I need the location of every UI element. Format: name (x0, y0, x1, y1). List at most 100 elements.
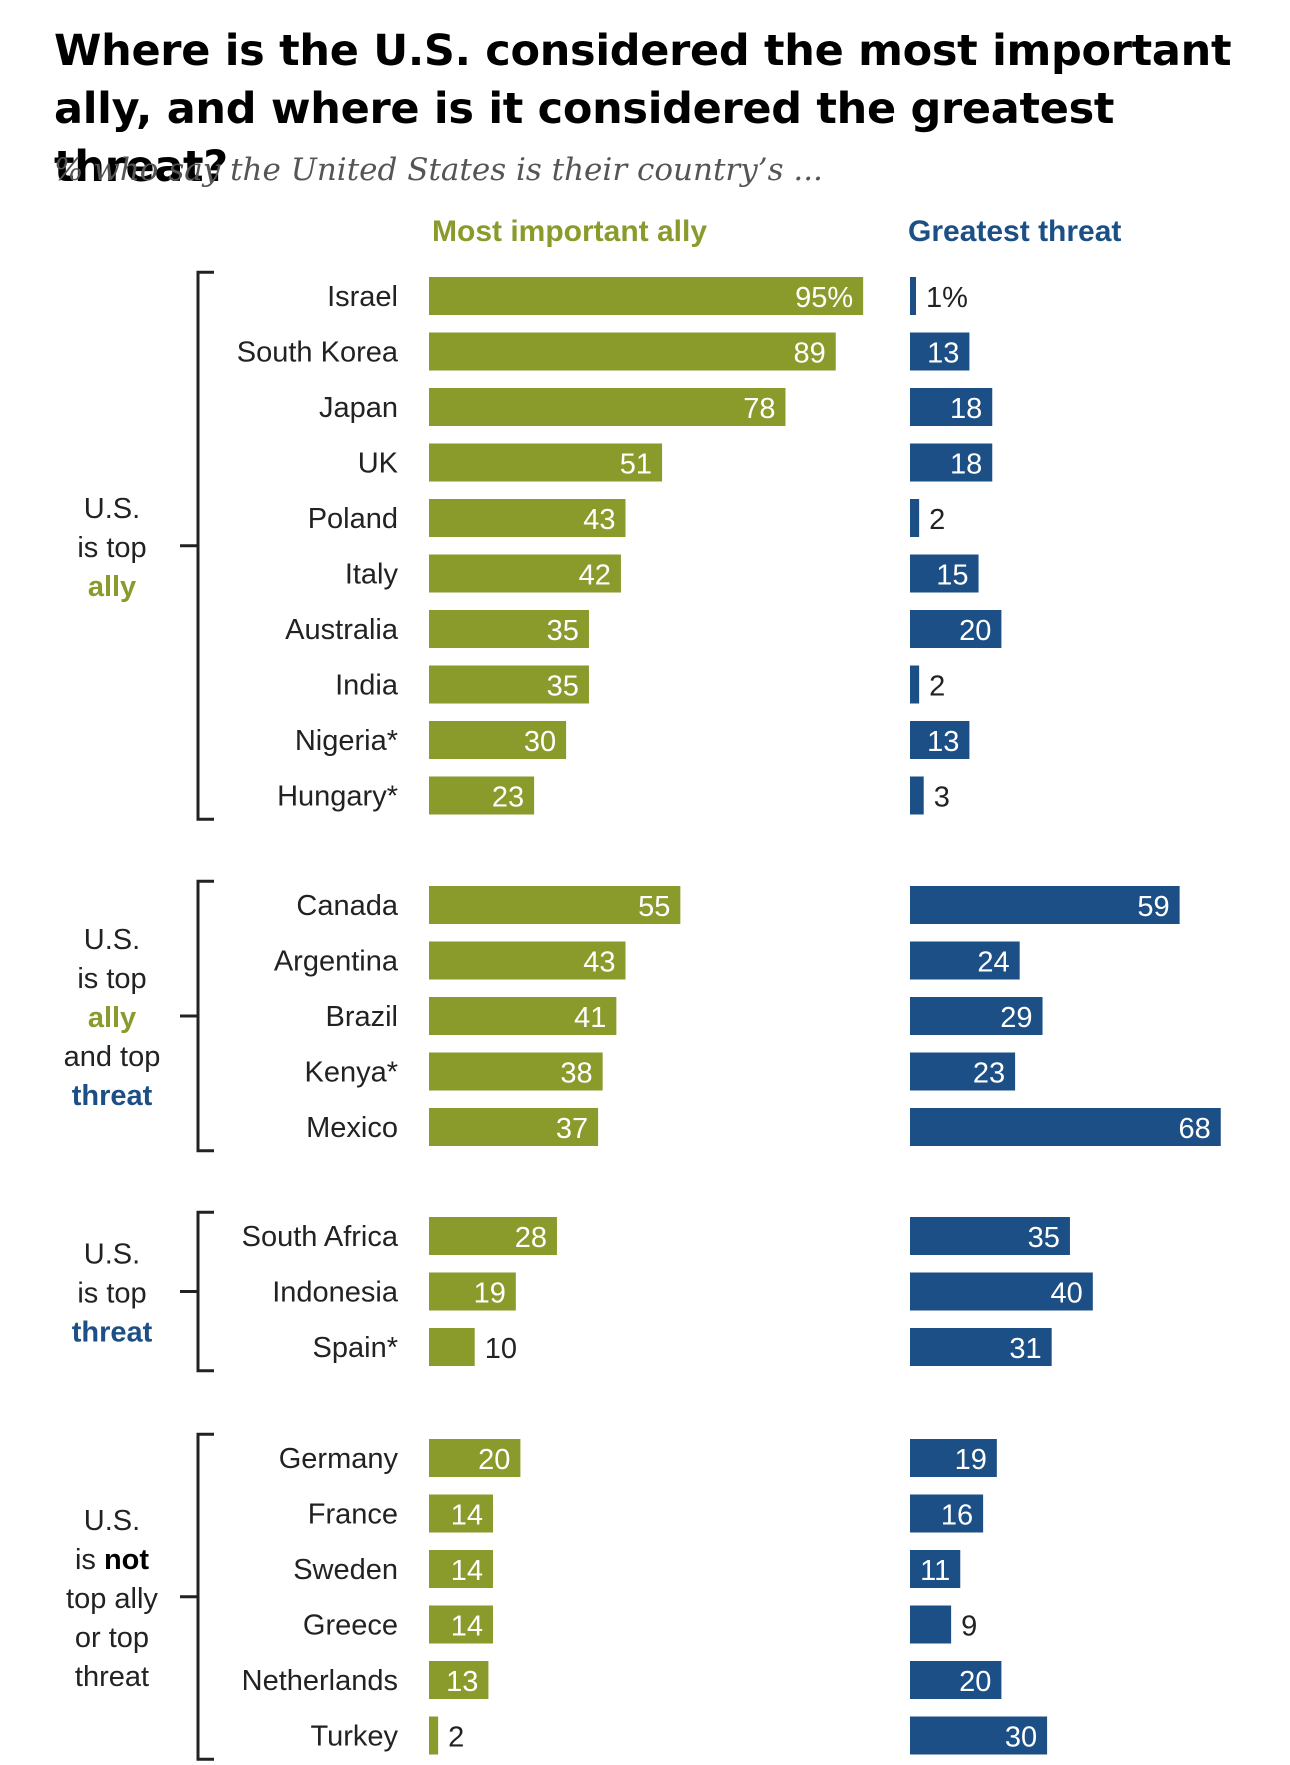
ally-value-label: 10 (485, 1333, 517, 1365)
country-label: Sweden (293, 1554, 398, 1586)
threat-value-label: 24 (977, 947, 1009, 979)
chart-subtitle: % who say the United States is their cou… (54, 152, 823, 188)
ally-bar (429, 499, 626, 537)
group-label-line: threat (72, 1317, 153, 1349)
ally-value-label: 14 (451, 1611, 483, 1643)
ally-bar (429, 1217, 557, 1255)
threat-value-label: 31 (1009, 1333, 1041, 1365)
threat-bar (910, 1661, 1002, 1699)
country-label: Greece (303, 1610, 398, 1642)
ally-value-label: 28 (515, 1222, 547, 1254)
country-label: Spain* (313, 1332, 398, 1364)
group-bracket (180, 879, 214, 1153)
country-label: Netherlands (242, 1665, 398, 1697)
ally-value-label: 35 (547, 671, 579, 703)
ally-bar (429, 277, 864, 315)
threat-value-label: 29 (1000, 1002, 1032, 1034)
ally-bar (429, 610, 589, 648)
threat-value-label: 2 (929, 671, 945, 703)
threat-bar (910, 1550, 961, 1588)
threat-bar (910, 1328, 1052, 1366)
threat-value-label: 11 (920, 1555, 950, 1587)
column-header-threat: Greatest threat (908, 215, 1122, 248)
group-label-line: threat (72, 1080, 153, 1112)
ally-value-label: 41 (574, 1002, 606, 1034)
threat-value-label: 1% (926, 282, 968, 314)
ally-bar (429, 665, 589, 704)
threat-bar (910, 1217, 1070, 1255)
ally-value-label: 42 (579, 560, 611, 592)
threat-bar (910, 1108, 1221, 1146)
threat-value-label: 9 (961, 1611, 977, 1643)
threat-value-label: 35 (1028, 1222, 1060, 1254)
country-label: Japan (319, 392, 398, 424)
threat-bar (910, 997, 1043, 1035)
ally-bar (429, 443, 663, 482)
threat-bar (910, 1052, 1016, 1091)
threat-bar (910, 554, 979, 593)
ally-bar (429, 997, 617, 1035)
country-label: Israel (327, 281, 398, 313)
threat-bar (910, 1272, 1093, 1311)
ally-bar (429, 332, 836, 371)
threat-bar (910, 332, 970, 371)
threat-value-label: 2 (929, 504, 945, 536)
country-label: Canada (296, 890, 398, 922)
ally-bar (429, 886, 681, 924)
threat-bar (910, 1439, 997, 1477)
column-header-ally: Most important ally (432, 215, 708, 248)
group-label-line: ally (88, 571, 136, 603)
threat-value-label: 3 (934, 782, 950, 814)
threat-bar (910, 1494, 984, 1533)
threat-value-label: 40 (1051, 1278, 1083, 1310)
threat-value-label: 13 (927, 726, 959, 758)
ally-value-label: 78 (743, 393, 775, 425)
threat-value-label: 18 (950, 393, 982, 425)
country-label: Germany (279, 1443, 399, 1475)
group-label-line: is top (77, 1278, 146, 1310)
group-bracket (180, 1432, 214, 1761)
threat-bar (910, 443, 993, 482)
threat-bar (910, 941, 1020, 980)
ally-bar (429, 1716, 439, 1755)
threat-value-label: 15 (936, 560, 968, 592)
country-label: Nigeria* (295, 725, 398, 757)
country-label: UK (358, 448, 399, 480)
country-label: Brazil (325, 1001, 398, 1033)
country-label: Indonesia (272, 1277, 399, 1309)
ally-value-label: 95% (795, 282, 853, 314)
group-label-line: U.S. (84, 1239, 140, 1271)
group-label-line: and top (64, 1041, 161, 1073)
threat-bar (910, 1716, 1048, 1755)
group-label-line: ally (88, 1002, 136, 1034)
country-label: South Korea (237, 337, 399, 369)
threat-value-label: 59 (1137, 891, 1169, 923)
ally-value-label: 19 (474, 1278, 506, 1310)
ally-value-label: 43 (583, 947, 615, 979)
threat-value-label: 20 (959, 615, 991, 647)
ally-value-label: 14 (451, 1500, 483, 1532)
group-label-line: U.S. (84, 493, 140, 525)
ally-value-label: 89 (793, 338, 825, 370)
ally-value-label: 37 (556, 1113, 588, 1145)
country-label: France (308, 1499, 398, 1531)
country-label: Italy (345, 559, 399, 591)
ally-value-label: 38 (560, 1058, 592, 1090)
ally-value-label: 30 (524, 726, 556, 758)
ally-bar (429, 554, 621, 593)
ally-value-label: 2 (448, 1722, 464, 1754)
country-label: Turkey (310, 1721, 398, 1753)
threat-value-label: 20 (959, 1666, 991, 1698)
group-label-line: threat (75, 1661, 149, 1693)
ally-bar (429, 1052, 603, 1091)
country-label: Mexico (306, 1112, 398, 1144)
ally-bar (429, 941, 626, 980)
threat-bar (910, 388, 993, 426)
threat-value-label: 19 (955, 1444, 987, 1476)
ally-bar (429, 1494, 493, 1533)
ally-value-label: 35 (547, 615, 579, 647)
threat-bar (910, 499, 920, 537)
ally-bar (429, 776, 535, 815)
group-label-line: U.S. (84, 924, 140, 956)
threat-value-label: 68 (1178, 1113, 1210, 1145)
